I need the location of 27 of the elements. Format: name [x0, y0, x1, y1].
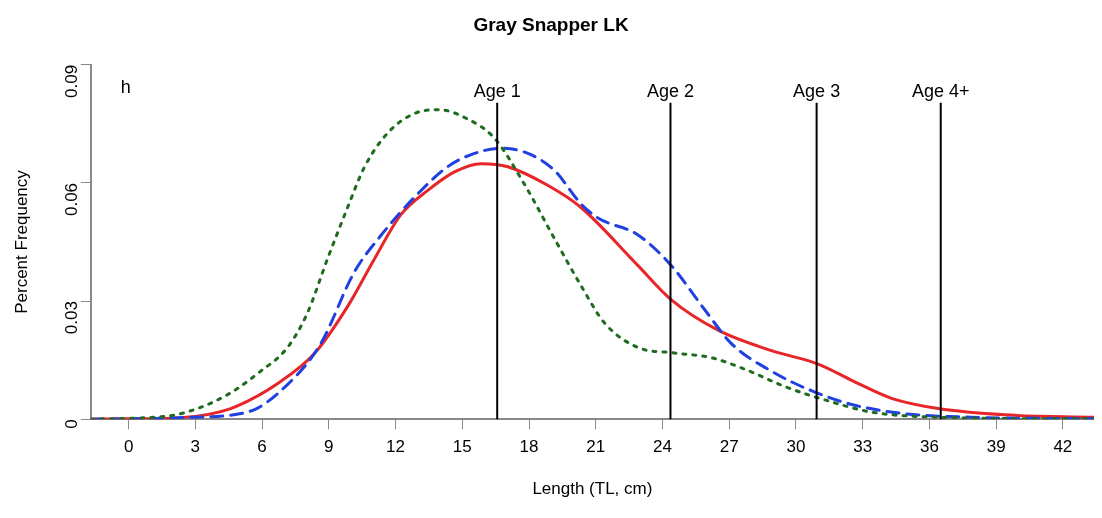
x-tick-label: 9	[324, 437, 334, 457]
y-tick-label: 0	[62, 419, 82, 429]
x-tick-label: 36	[919, 437, 939, 457]
x-tick-label: 24	[653, 437, 672, 457]
x-tick-label: 39	[986, 437, 1006, 457]
x-tick-label: 27	[719, 437, 739, 457]
ref-line-label: Age 3	[793, 80, 841, 101]
x-tick-label: 15	[452, 437, 472, 457]
y-tick-label: 0.03	[62, 301, 82, 335]
ref-line-label: Age 2	[646, 80, 694, 101]
x-axis-title: Length (TL, cm)	[532, 479, 653, 499]
x-tick-label: 33	[853, 437, 873, 457]
x-tick-label: 21	[586, 437, 606, 457]
chart-title: Gray Snapper LK	[473, 13, 629, 35]
ref-line-label: Age 4+	[911, 80, 970, 101]
annotation: h	[120, 76, 131, 97]
ref-line-label: Age 1	[473, 80, 521, 101]
x-tick-label: 6	[257, 437, 267, 457]
x-tick-label: 30	[786, 437, 806, 457]
x-tick-label: 42	[1053, 437, 1073, 457]
x-tick-label: 0	[123, 437, 134, 457]
y-tick-label: 0.09	[62, 64, 82, 98]
x-tick-label: 3	[190, 437, 201, 457]
y-axis-title: Percent Frequency	[11, 169, 31, 314]
x-tick-label: 12	[386, 437, 405, 457]
x-tick-label: 18	[519, 437, 539, 457]
y-tick-label: 0.06	[62, 182, 82, 217]
